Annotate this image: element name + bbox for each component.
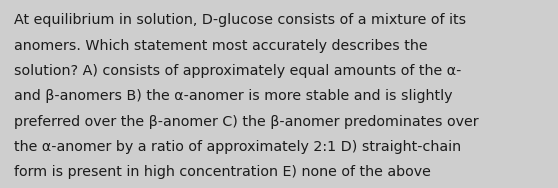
Text: form is present in high concentration E) none of the above: form is present in high concentration E)… xyxy=(14,165,431,179)
Text: At equilibrium in solution, D-glucose consists of a mixture of its: At equilibrium in solution, D-glucose co… xyxy=(14,13,466,27)
Text: preferred over the β-anomer C) the β-anomer predominates over: preferred over the β-anomer C) the β-ano… xyxy=(14,115,479,129)
Text: the α-anomer by a ratio of approximately 2:1 D) straight-chain: the α-anomer by a ratio of approximately… xyxy=(14,140,461,154)
Text: solution? A) consists of approximately equal amounts of the α-: solution? A) consists of approximately e… xyxy=(14,64,461,78)
Text: and β-anomers B) the α-anomer is more stable and is slightly: and β-anomers B) the α-anomer is more st… xyxy=(14,89,453,103)
Text: anomers. Which statement most accurately describes the: anomers. Which statement most accurately… xyxy=(14,39,427,52)
